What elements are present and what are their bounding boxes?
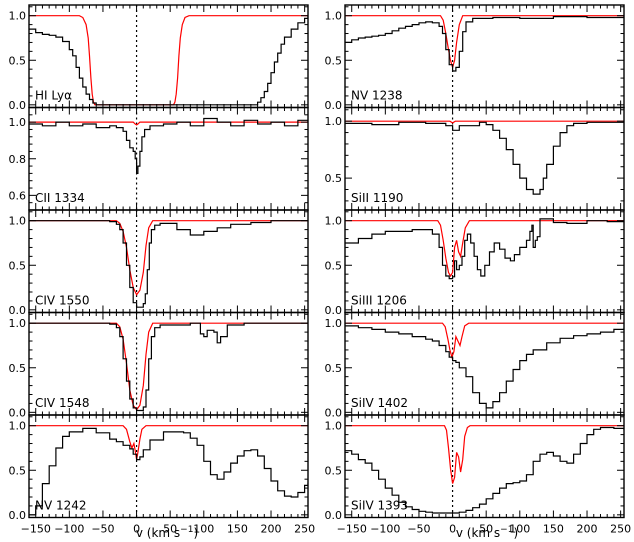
data-line bbox=[345, 121, 624, 195]
y-tick-label: 0.0 bbox=[325, 509, 343, 522]
panel-6: 0.5 1.0 SiII 1190 bbox=[325, 106, 625, 211]
data-line bbox=[29, 322, 308, 412]
ion-label: CII 1334 bbox=[35, 191, 85, 205]
model-line bbox=[345, 120, 624, 124]
y-tick-label: 0.8 bbox=[9, 153, 27, 166]
y-tick-label: 0.0 bbox=[325, 99, 343, 112]
y-tick-label: 0.5 bbox=[9, 259, 27, 272]
x-axis-title-sup: −1 bbox=[500, 525, 513, 535]
ion-label: SiIV 1402 bbox=[351, 396, 408, 410]
y-tick-label: 0.0 bbox=[325, 406, 343, 419]
y-tick-label: 1.0 bbox=[325, 317, 343, 330]
y-tick-label: 0.5 bbox=[9, 464, 27, 477]
y-tick-label: 1.0 bbox=[9, 116, 27, 129]
y-tick-label: 0.0 bbox=[9, 99, 27, 112]
x-tick-label: −50 bbox=[407, 523, 430, 536]
y-tick-label: 0.5 bbox=[9, 54, 27, 67]
panel-1: 0.6 0.8 1.0 CII 1334 bbox=[9, 106, 309, 211]
x-axis-title-close: ) bbox=[513, 526, 518, 540]
y-tick-label: 0.5 bbox=[325, 464, 343, 477]
panel-8: 0.0 0.5 1.0 SiIV 1402 bbox=[325, 311, 625, 419]
y-tick-label: 1.0 bbox=[325, 215, 343, 228]
x-tick-label: 150 bbox=[543, 523, 564, 536]
y-tick-label: 0.5 bbox=[325, 54, 343, 67]
x-tick-label: −150 bbox=[21, 523, 51, 536]
y-tick-label: 0.6 bbox=[9, 189, 27, 202]
panel-frame bbox=[344, 414, 625, 519]
data-line bbox=[29, 220, 308, 308]
model-line bbox=[29, 121, 308, 126]
ion-label: NV 1238 bbox=[351, 89, 403, 103]
x-axis-title-sup: −1 bbox=[180, 525, 193, 535]
ion-label: CIV 1548 bbox=[35, 396, 89, 410]
x-tick-label: 200 bbox=[577, 523, 598, 536]
x-tick-label: −100 bbox=[54, 523, 84, 536]
x-tick-label: −50 bbox=[91, 523, 114, 536]
x-axis-title-main: v (km s bbox=[136, 526, 180, 540]
y-tick-label: 1.0 bbox=[9, 420, 27, 433]
y-tick-label: 1.0 bbox=[325, 115, 343, 128]
panel-5: 0.0 0.5 1.0 NV 1238 bbox=[325, 4, 625, 112]
y-tick-label: 1.0 bbox=[9, 317, 27, 330]
y-tick-label: 0.0 bbox=[325, 304, 343, 317]
x-tick-label: 200 bbox=[261, 523, 282, 536]
ion-label: SiIV 1393 bbox=[351, 499, 408, 513]
panel-frame bbox=[28, 414, 309, 519]
x-tick-label: 250 bbox=[610, 523, 631, 536]
x-tick-label: −150 bbox=[337, 523, 367, 536]
panel-0: 0.0 0.5 1.0 HI Lyα bbox=[9, 4, 309, 112]
x-tick-label: 250 bbox=[294, 523, 315, 536]
ion-label: HI Lyα bbox=[35, 89, 72, 103]
y-tick-label: 0.5 bbox=[325, 362, 343, 375]
y-tick-label: 0.0 bbox=[9, 406, 27, 419]
y-tick-label: 1.0 bbox=[9, 10, 27, 23]
panel-4: 0.0 0.5 1.0 NV 1242 −150 −100 −50 0 50 100 150 200 2… bbox=[9, 414, 315, 536]
panel-3: 0.0 0.5 1.0 CIV 1548 bbox=[9, 311, 309, 419]
y-tick-label: 0.5 bbox=[9, 362, 27, 375]
model-line bbox=[29, 220, 308, 296]
model-line bbox=[345, 220, 624, 278]
data-line bbox=[345, 426, 624, 514]
model-line bbox=[345, 322, 624, 360]
y-tick-label: 1.0 bbox=[325, 420, 343, 433]
y-tick-label: 0.5 bbox=[325, 259, 343, 272]
x-tick-label: 100 bbox=[509, 523, 530, 536]
data-line bbox=[345, 325, 624, 409]
ion-label: SiIII 1206 bbox=[351, 294, 407, 308]
panel-9: 0.0 0.5 1.0 SiIV 1393 −150 −100 −50 0 50 100 150 20… bbox=[325, 414, 631, 536]
x-axis-title-main: v (km s bbox=[456, 526, 500, 540]
y-tick-label: 0.0 bbox=[9, 304, 27, 317]
x-tick-label: 0 bbox=[449, 523, 456, 536]
data-line bbox=[345, 15, 624, 72]
x-axis-title-right: v (km s−1) bbox=[456, 525, 518, 540]
x-axis-title-left: v (km s−1) bbox=[136, 525, 198, 540]
model-line bbox=[345, 425, 624, 484]
ion-label: NV 1242 bbox=[35, 499, 87, 513]
panel-2: 0.0 0.5 1.0 CIV 1550 bbox=[9, 209, 309, 317]
x-tick-label: 150 bbox=[227, 523, 248, 536]
y-tick-label: 1.0 bbox=[9, 215, 27, 228]
data-line bbox=[29, 427, 308, 516]
x-tick-label: 0 bbox=[133, 523, 140, 536]
y-tick-label: 1.0 bbox=[325, 10, 343, 23]
x-tick-label: 100 bbox=[193, 523, 214, 536]
x-tick-label: −100 bbox=[370, 523, 400, 536]
model-line bbox=[29, 425, 308, 460]
x-tick-label: 50 bbox=[479, 523, 493, 536]
x-axis-title-close: ) bbox=[193, 526, 198, 540]
panels-layer: 0.0 0.5 1.0 HI Lyα 0.6 0.8 1.0 CII 1334 0.0 0.5 1.… bbox=[9, 4, 631, 536]
y-tick-label: 0.5 bbox=[325, 172, 343, 185]
data-line bbox=[345, 218, 624, 280]
x-tick-label: 50 bbox=[163, 523, 177, 536]
panel-7: 0.0 0.5 1.0 SiIII 1206 bbox=[325, 209, 625, 317]
y-tick-label: 0.0 bbox=[9, 509, 27, 522]
axis-titles-layer: v (km s−1) v (km s−1) bbox=[136, 525, 518, 540]
data-line bbox=[29, 117, 308, 174]
model-line bbox=[345, 15, 624, 70]
ion-label: SiII 1190 bbox=[351, 191, 403, 205]
ion-label: CIV 1550 bbox=[35, 294, 89, 308]
